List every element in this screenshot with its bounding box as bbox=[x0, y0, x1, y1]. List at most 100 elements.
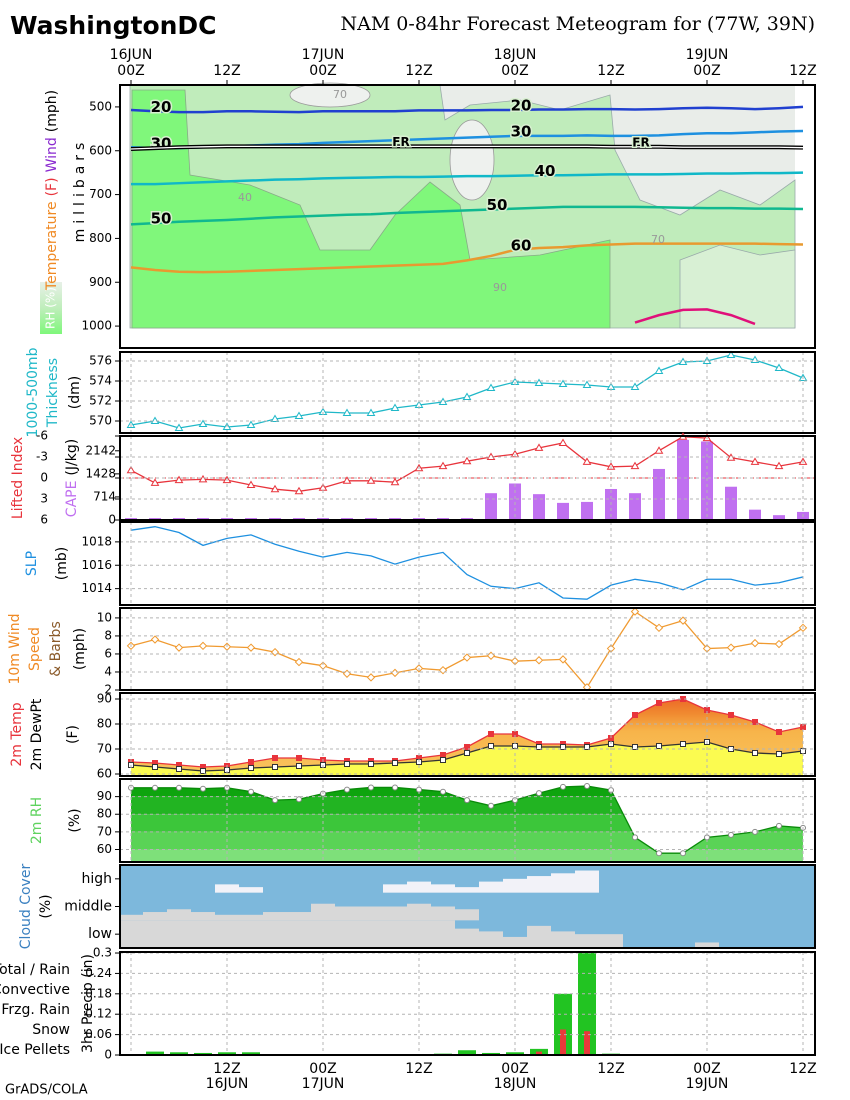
axis-label-part: Lifted Index bbox=[10, 437, 26, 519]
marker bbox=[558, 655, 568, 664]
precip-bar bbox=[242, 1052, 260, 1055]
bottom-time-label: 12Z bbox=[213, 1061, 240, 1077]
axis-label-part: Temperature bbox=[44, 201, 60, 291]
rh-dry-pocket bbox=[449, 119, 495, 201]
axis-label: 10m Wind bbox=[7, 613, 23, 684]
precip-bar bbox=[560, 1029, 566, 1055]
footer: GrADS/COLA bbox=[5, 1083, 88, 1098]
precip-bar bbox=[584, 1031, 590, 1055]
y-tick-label: 8 bbox=[104, 628, 112, 642]
marker bbox=[654, 446, 664, 454]
cloud-bar bbox=[503, 878, 527, 893]
y-tick-label: 576 bbox=[89, 354, 112, 368]
marker bbox=[248, 765, 254, 771]
marker bbox=[632, 712, 638, 718]
precip-bar bbox=[506, 1052, 524, 1055]
axis-label-part: (F) bbox=[44, 177, 60, 196]
bottom-time-label: 12Z bbox=[405, 1061, 432, 1077]
y-tick-label: 1000 bbox=[81, 319, 112, 333]
marker bbox=[678, 616, 688, 625]
y-tick-label: 0.12 bbox=[85, 1007, 112, 1021]
bar bbox=[581, 501, 593, 520]
bar bbox=[533, 494, 545, 520]
y-tick-label: 60 bbox=[97, 767, 112, 781]
marker bbox=[630, 382, 640, 390]
panel-frame bbox=[119, 435, 816, 521]
panel-frame bbox=[119, 951, 816, 1056]
y-tick-label: 570 bbox=[89, 414, 112, 428]
y-tick-label: 0.3 bbox=[93, 946, 112, 960]
axis-label: CAPE (J/kg) bbox=[64, 439, 80, 517]
axis-label-part: 10m Wind bbox=[7, 613, 23, 684]
marker bbox=[728, 831, 734, 838]
y-tick-label: low bbox=[88, 926, 112, 942]
rh-band bbox=[131, 849, 803, 862]
marker bbox=[560, 744, 566, 750]
bar bbox=[485, 493, 497, 520]
marker bbox=[680, 741, 686, 747]
cloud-bar bbox=[575, 870, 599, 893]
axis-label-part: 1000-500mb bbox=[25, 347, 41, 437]
y-tick-label: middle bbox=[64, 899, 112, 915]
isotherm-label: FR bbox=[392, 135, 409, 149]
marker bbox=[294, 486, 304, 495]
isotherm-core bbox=[130, 145, 804, 150]
top-date-label: 16JUN bbox=[110, 47, 153, 63]
y-tick-label: 1428 bbox=[85, 466, 116, 480]
axis-label: (mph) bbox=[72, 628, 88, 670]
cloud-bar bbox=[191, 912, 215, 921]
axis-label-part: 2m Temp bbox=[9, 702, 25, 766]
rh-label: 90 bbox=[493, 281, 507, 294]
y-tick-label: 0 bbox=[104, 1048, 112, 1062]
marker bbox=[368, 761, 374, 767]
bottom-date-label: 19JUN bbox=[686, 1076, 729, 1092]
marker bbox=[270, 414, 280, 422]
top-time-label: 12Z bbox=[405, 63, 432, 79]
marker bbox=[368, 784, 374, 791]
cloud-bar bbox=[335, 920, 359, 948]
marker bbox=[774, 461, 784, 470]
cloud-bar bbox=[215, 884, 239, 893]
cloud-bar bbox=[527, 876, 551, 893]
y-tick-label: 500 bbox=[89, 99, 112, 113]
cloud-bar bbox=[120, 920, 143, 948]
marker bbox=[392, 784, 398, 791]
cloud-bar bbox=[287, 912, 311, 921]
marker bbox=[344, 761, 350, 767]
axis-label-part: (mph) bbox=[72, 628, 88, 670]
rh-label: 70 bbox=[333, 88, 347, 101]
y-tick-label: 1014 bbox=[81, 581, 112, 595]
isotherm-label: FR bbox=[632, 135, 649, 149]
marker bbox=[776, 751, 782, 757]
rh-dry-pocket bbox=[289, 82, 371, 108]
y-tick-label: 2 bbox=[104, 683, 112, 697]
panel-frame bbox=[119, 692, 816, 777]
y-tick-label: 90 bbox=[97, 692, 112, 706]
top-time-label: 12Z bbox=[789, 63, 816, 79]
marker bbox=[174, 475, 184, 484]
marker bbox=[366, 476, 376, 484]
bottom-time-label: 00Z bbox=[501, 1061, 528, 1077]
marker bbox=[342, 476, 352, 484]
cloud-bar bbox=[239, 887, 263, 893]
cloud-bar bbox=[143, 920, 167, 948]
marker bbox=[534, 656, 544, 665]
rh-mid bbox=[679, 244, 796, 329]
axis-label: & Barbs bbox=[48, 621, 64, 677]
marker bbox=[462, 653, 472, 662]
axis-label-part: (J/kg) bbox=[64, 439, 80, 476]
y-tick-label: 0.24 bbox=[85, 966, 112, 980]
y-tick-label: 0 bbox=[40, 471, 48, 485]
cloud-bar bbox=[359, 906, 383, 921]
isotherm bbox=[130, 205, 804, 226]
axis-label-part: (mb) bbox=[54, 547, 70, 580]
marker bbox=[654, 366, 664, 374]
y-tick-label: 1018 bbox=[81, 534, 112, 548]
y-tick-label: -3 bbox=[36, 450, 48, 464]
marker bbox=[656, 700, 662, 706]
marker bbox=[246, 643, 256, 652]
bottom-time-label: 00Z bbox=[693, 1061, 720, 1077]
cloud-bar bbox=[479, 931, 503, 948]
marker bbox=[750, 457, 760, 465]
marker bbox=[774, 639, 784, 649]
